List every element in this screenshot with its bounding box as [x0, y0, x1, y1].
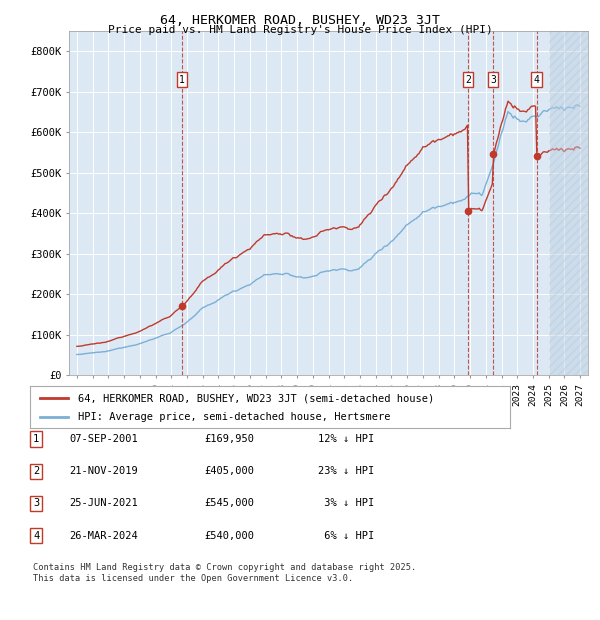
Text: 21-NOV-2019: 21-NOV-2019: [69, 466, 138, 476]
Text: £545,000: £545,000: [204, 498, 254, 508]
Bar: [548, 31, 588, 375]
Text: HPI: Average price, semi-detached house, Hertsmere: HPI: Average price, semi-detached house,…: [78, 412, 391, 422]
Text: 07-SEP-2001: 07-SEP-2001: [69, 434, 138, 444]
Text: 64, HERKOMER ROAD, BUSHEY, WD23 3JT (semi-detached house): 64, HERKOMER ROAD, BUSHEY, WD23 3JT (sem…: [78, 393, 434, 403]
Text: This data is licensed under the Open Government Licence v3.0.: This data is licensed under the Open Gov…: [33, 574, 353, 583]
Text: 4: 4: [533, 74, 539, 84]
Text: Price paid vs. HM Land Registry's House Price Index (HPI): Price paid vs. HM Land Registry's House …: [107, 25, 493, 35]
Text: 64, HERKOMER ROAD, BUSHEY, WD23 3JT: 64, HERKOMER ROAD, BUSHEY, WD23 3JT: [160, 14, 440, 27]
Text: £405,000: £405,000: [204, 466, 254, 476]
Text: 23% ↓ HPI: 23% ↓ HPI: [318, 466, 374, 476]
Text: Contains HM Land Registry data © Crown copyright and database right 2025.: Contains HM Land Registry data © Crown c…: [33, 562, 416, 572]
Text: £540,000: £540,000: [204, 531, 254, 541]
Text: 2: 2: [33, 466, 39, 476]
Text: 1: 1: [33, 434, 39, 444]
Text: 12% ↓ HPI: 12% ↓ HPI: [318, 434, 374, 444]
Text: 26-MAR-2024: 26-MAR-2024: [69, 531, 138, 541]
Text: 25-JUN-2021: 25-JUN-2021: [69, 498, 138, 508]
Text: 3: 3: [490, 74, 496, 84]
Text: 1: 1: [179, 74, 185, 84]
Text: 6% ↓ HPI: 6% ↓ HPI: [318, 531, 374, 541]
Text: 2: 2: [466, 74, 471, 84]
Text: 3: 3: [33, 498, 39, 508]
Text: 4: 4: [33, 531, 39, 541]
Text: £169,950: £169,950: [204, 434, 254, 444]
Text: 3% ↓ HPI: 3% ↓ HPI: [318, 498, 374, 508]
